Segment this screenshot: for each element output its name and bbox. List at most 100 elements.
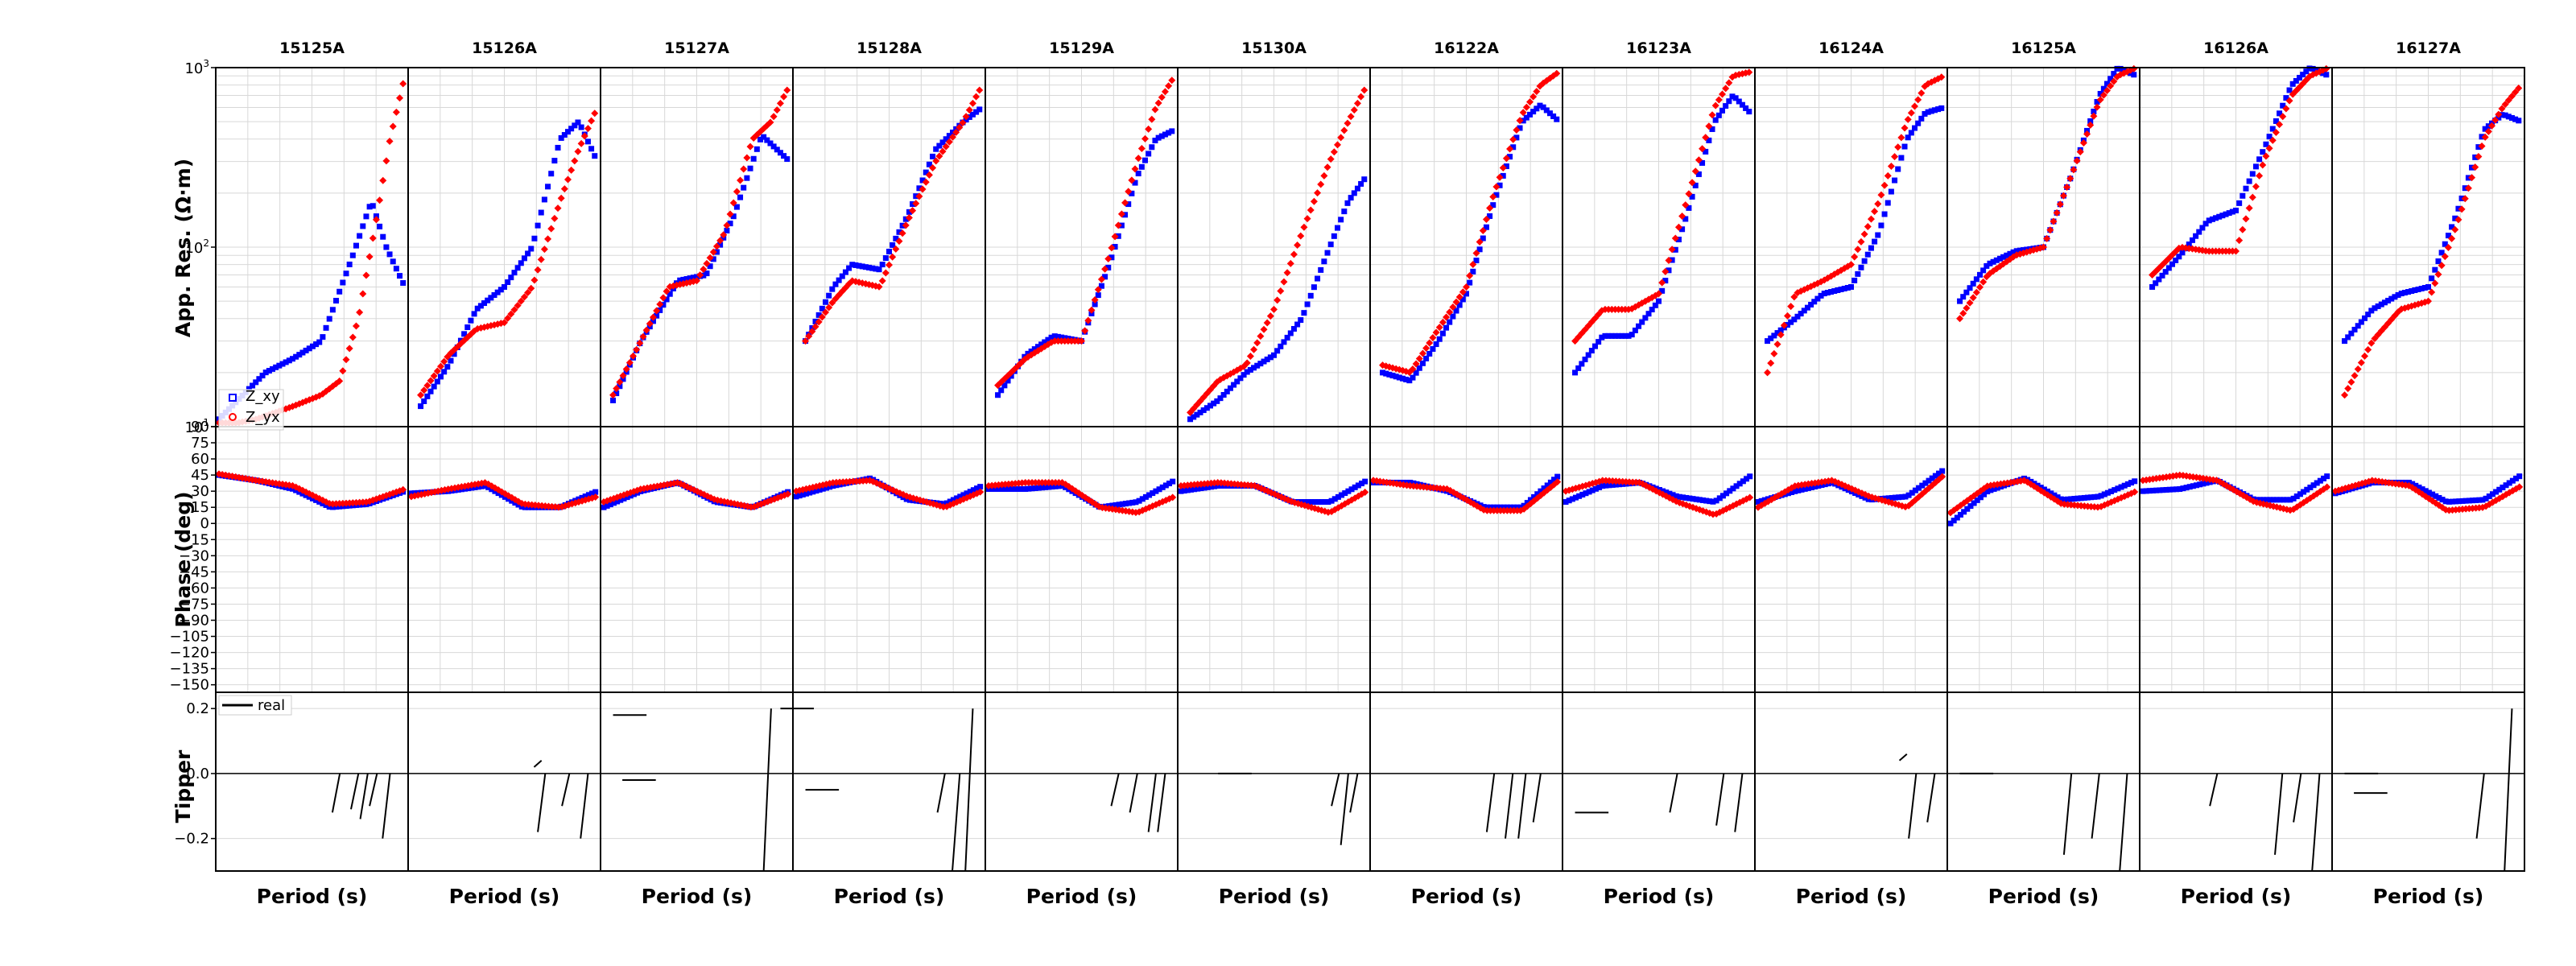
res-marker-zxy	[1290, 325, 1297, 332]
res-marker-zxy	[2345, 334, 2351, 341]
phase-marker-zxy	[1345, 488, 1352, 494]
res-marker-zyx	[1708, 111, 1716, 119]
res-marker-zyx	[696, 271, 704, 279]
res-marker-zxy	[377, 223, 383, 229]
phase-marker-zxy	[2310, 482, 2317, 489]
phase-marker-zxy	[1902, 493, 1909, 500]
tipper-arrow	[1340, 773, 1349, 845]
res-marker-zyx	[1966, 299, 1974, 307]
res-marker-zyx	[356, 308, 364, 316]
res-marker-zxy	[525, 250, 531, 257]
phase-marker-zxy	[1892, 494, 1898, 501]
res-marker-zyx	[1455, 293, 1463, 301]
res-marker-zxy	[1294, 321, 1301, 328]
phase-marker-zxy	[2503, 482, 2509, 489]
res-marker-zxy	[2469, 164, 2475, 171]
res-marker-zxy	[1476, 246, 1483, 253]
res-marker-zxy	[1967, 285, 1973, 291]
res-marker-zxy	[1034, 344, 1041, 350]
phase-marker-zxy	[2146, 488, 2153, 494]
phase-marker-zxy	[1798, 486, 1805, 493]
res-marker-zxy	[1108, 254, 1115, 261]
phase-marker-zxy	[1136, 497, 1142, 504]
phase-marker-zxy	[2287, 497, 2293, 503]
res-marker-zyx	[2454, 216, 2462, 224]
res-marker-zxy	[879, 262, 886, 268]
legend-label-zyx: Z_yx	[246, 409, 280, 426]
res-marker-zxy	[363, 213, 369, 220]
res-marker-zyx	[557, 194, 565, 202]
phase-marker-zxy	[2429, 491, 2436, 497]
res-marker-zxy	[890, 242, 896, 248]
phase-marker-zxy	[607, 502, 613, 508]
res-marker-zxy	[1207, 402, 1213, 409]
res-marker-zxy	[1993, 257, 2000, 263]
res-marker-zxy	[346, 261, 353, 267]
res-marker-zyx	[2245, 204, 2253, 213]
tipper-arrow	[1908, 773, 1918, 839]
res-marker-zxy	[2153, 280, 2159, 287]
res-marker-zxy	[1625, 332, 1632, 339]
phase-marker-zxy	[2177, 486, 2183, 493]
res-marker-zxy	[1315, 275, 1321, 282]
phase-marker-zyx	[1361, 488, 1369, 496]
phase-marker-zxy	[1554, 473, 1561, 480]
res-marker-zyx	[1682, 201, 1690, 209]
res-marker-zxy	[333, 298, 340, 304]
res-marker-zxy	[1267, 354, 1274, 361]
res-marker-zyx	[2262, 152, 2270, 160]
phase-marker-zxy	[1029, 485, 1035, 492]
res-marker-zyx	[2475, 153, 2483, 161]
phase-marker-zxy	[2500, 484, 2506, 490]
phase-marker-zxy	[1686, 495, 1693, 502]
phase-marker-zyx	[1938, 473, 1946, 481]
phase-marker-zxy	[2160, 487, 2166, 493]
res-marker-zyx	[808, 328, 816, 336]
res-marker-zxy	[1855, 270, 1861, 277]
res-marker-zxy	[444, 364, 451, 370]
res-marker-zyx	[939, 147, 947, 155]
res-marker-zyx	[1422, 345, 1430, 353]
phase-marker-zxy	[2169, 486, 2176, 493]
res-marker-zyx	[1725, 79, 1733, 87]
res-marker-zyx	[1418, 349, 1426, 357]
res-marker-zxy	[1935, 106, 1942, 113]
phase-marker-zxy	[1335, 493, 1341, 500]
res-marker-zyx	[1280, 278, 1288, 286]
res-marker-zyx	[1770, 349, 1778, 357]
phase-marker-zxy	[1592, 485, 1599, 492]
phase-marker-zxy	[2051, 492, 2058, 498]
phase-marker-zxy	[1362, 478, 1368, 485]
res-marker-zyx	[2096, 96, 2104, 104]
res-marker-zxy	[1868, 245, 1874, 251]
res-marker-zyx	[2498, 105, 2506, 113]
res-marker-zxy	[565, 129, 572, 135]
phase-marker-zxy	[2203, 480, 2210, 486]
res-marker-zyx	[1894, 143, 1902, 151]
res-marker-zxy	[680, 276, 687, 283]
phase-marker-zxy	[1896, 494, 1902, 501]
res-marker-zxy	[1274, 348, 1281, 354]
res-marker-zxy	[1838, 287, 1844, 293]
phase-marker-zxy	[1339, 492, 1345, 498]
phase-marker-zxy	[1967, 503, 1974, 510]
station-title: 15125A	[279, 39, 345, 57]
res-marker-zxy	[1284, 334, 1290, 341]
res-marker-zyx	[773, 106, 781, 114]
res-marker-zxy	[774, 147, 780, 153]
res-marker-zyx	[1522, 103, 1530, 111]
res-marker-zyx	[2232, 247, 2240, 255]
res-marker-zyx	[2083, 130, 2091, 138]
phase-marker-zxy	[1198, 485, 1204, 492]
phase-marker-zxy	[816, 486, 823, 493]
res-marker-zxy	[1122, 212, 1129, 218]
phase-marker-zxy	[1187, 486, 1194, 493]
res-marker-zyx	[507, 310, 515, 318]
phase-tick-label: −120	[170, 645, 209, 662]
res-marker-zxy	[1639, 319, 1645, 325]
res-marker-zxy	[1689, 193, 1695, 200]
res-marker-zxy	[1042, 339, 1048, 345]
res-marker-zyx	[700, 265, 708, 273]
res-marker-zxy	[505, 279, 511, 286]
phase-marker-zxy	[1133, 499, 1139, 506]
